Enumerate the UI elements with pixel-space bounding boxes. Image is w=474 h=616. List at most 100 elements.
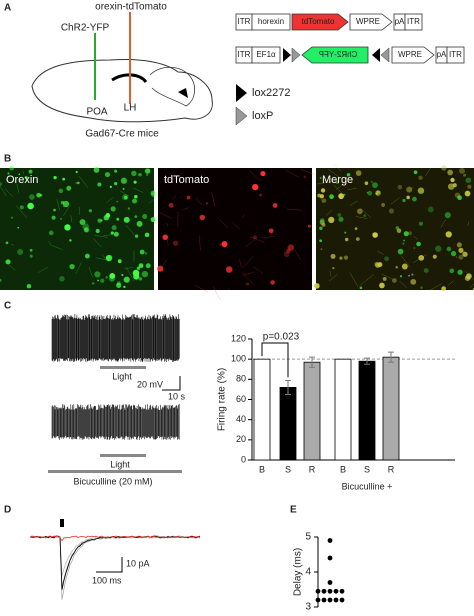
y-tick-label: 5 bbox=[305, 532, 311, 543]
fiber bbox=[328, 274, 338, 282]
panel-label: C bbox=[4, 301, 11, 312]
fiber bbox=[381, 273, 393, 280]
cell bbox=[134, 215, 138, 218]
construct-label: pA bbox=[437, 50, 447, 59]
fiber bbox=[469, 283, 474, 289]
label: POA bbox=[86, 107, 107, 118]
cell bbox=[245, 282, 250, 286]
trace bbox=[51, 404, 180, 440]
cell bbox=[319, 194, 324, 199]
image-label: Orexin bbox=[6, 174, 38, 186]
fiber bbox=[165, 221, 169, 227]
cell bbox=[111, 225, 117, 231]
cell bbox=[5, 259, 11, 265]
x-tick-label: R bbox=[388, 464, 395, 474]
fiber bbox=[318, 193, 324, 204]
cell bbox=[69, 239, 72, 242]
dot bbox=[315, 588, 321, 594]
fiber bbox=[194, 284, 208, 292]
cell bbox=[139, 249, 145, 255]
cell bbox=[93, 167, 100, 173]
cell bbox=[219, 243, 222, 246]
cell bbox=[339, 256, 343, 260]
micrograph bbox=[0, 168, 154, 290]
cell bbox=[463, 173, 466, 177]
cell bbox=[105, 276, 108, 279]
cell bbox=[367, 190, 373, 196]
cell bbox=[132, 269, 140, 277]
cell bbox=[144, 168, 151, 174]
cell bbox=[62, 177, 66, 181]
fiber bbox=[376, 250, 384, 255]
fiber bbox=[38, 266, 48, 273]
fiber bbox=[413, 236, 418, 240]
fiber bbox=[448, 280, 454, 286]
cell bbox=[94, 271, 101, 278]
cell bbox=[252, 184, 259, 191]
cell bbox=[399, 275, 403, 278]
lox2272 bbox=[372, 48, 380, 62]
cell bbox=[24, 176, 28, 180]
cell bbox=[9, 165, 15, 171]
fiber bbox=[51, 245, 63, 250]
cell bbox=[124, 195, 128, 200]
cell bbox=[450, 250, 457, 257]
image-label: Merge bbox=[322, 174, 353, 186]
cell bbox=[97, 218, 102, 223]
construct-label: WPRE bbox=[356, 17, 380, 26]
cell bbox=[114, 181, 118, 186]
fiber bbox=[249, 236, 265, 243]
fiber bbox=[440, 219, 447, 228]
construct-box bbox=[251, 46, 281, 64]
current-trace bbox=[29, 535, 201, 600]
x-tick-label: S bbox=[364, 464, 370, 474]
fiber bbox=[325, 209, 332, 216]
cell bbox=[114, 169, 118, 173]
panel-label: E bbox=[290, 505, 297, 516]
error-bar bbox=[285, 379, 291, 395]
x-tick-label: B bbox=[340, 464, 346, 474]
fiber bbox=[287, 208, 302, 211]
cell bbox=[444, 212, 451, 219]
cell bbox=[123, 276, 130, 283]
bar bbox=[382, 356, 400, 461]
cell bbox=[420, 286, 423, 289]
dot bbox=[321, 588, 327, 594]
cell bbox=[123, 285, 126, 289]
scale-label: 10 pA bbox=[126, 558, 150, 568]
cell bbox=[105, 254, 113, 262]
cell bbox=[82, 223, 89, 230]
construct-arrow bbox=[391, 46, 435, 64]
y-tick-label: 60 bbox=[236, 394, 246, 404]
micrograph bbox=[316, 168, 474, 290]
y-axis-label: Firing rate (%) bbox=[217, 368, 228, 431]
cell bbox=[423, 268, 429, 274]
cell bbox=[122, 187, 125, 190]
image-label: tdTomato bbox=[164, 174, 209, 186]
cell bbox=[116, 217, 120, 221]
micrographs bbox=[0, 163, 474, 300]
fiber bbox=[300, 169, 315, 175]
cell bbox=[432, 254, 437, 259]
fiber bbox=[124, 266, 134, 270]
cell bbox=[145, 263, 151, 269]
cell bbox=[11, 180, 14, 183]
cell bbox=[270, 280, 275, 285]
fiber bbox=[242, 214, 246, 218]
cell bbox=[205, 202, 208, 205]
fiber bbox=[48, 241, 52, 246]
construct-label: ChR2-YFP bbox=[319, 50, 358, 59]
cell bbox=[75, 181, 78, 184]
cell bbox=[384, 256, 390, 262]
fiber bbox=[15, 205, 27, 218]
construct-label: horexin bbox=[258, 17, 284, 26]
cell bbox=[455, 256, 458, 258]
cell bbox=[168, 203, 174, 208]
cell bbox=[110, 231, 114, 235]
dot bbox=[315, 597, 321, 603]
label: Light bbox=[112, 371, 132, 381]
cell bbox=[136, 220, 143, 227]
cell bbox=[355, 237, 360, 241]
label: ChR2-YFP bbox=[61, 23, 110, 34]
